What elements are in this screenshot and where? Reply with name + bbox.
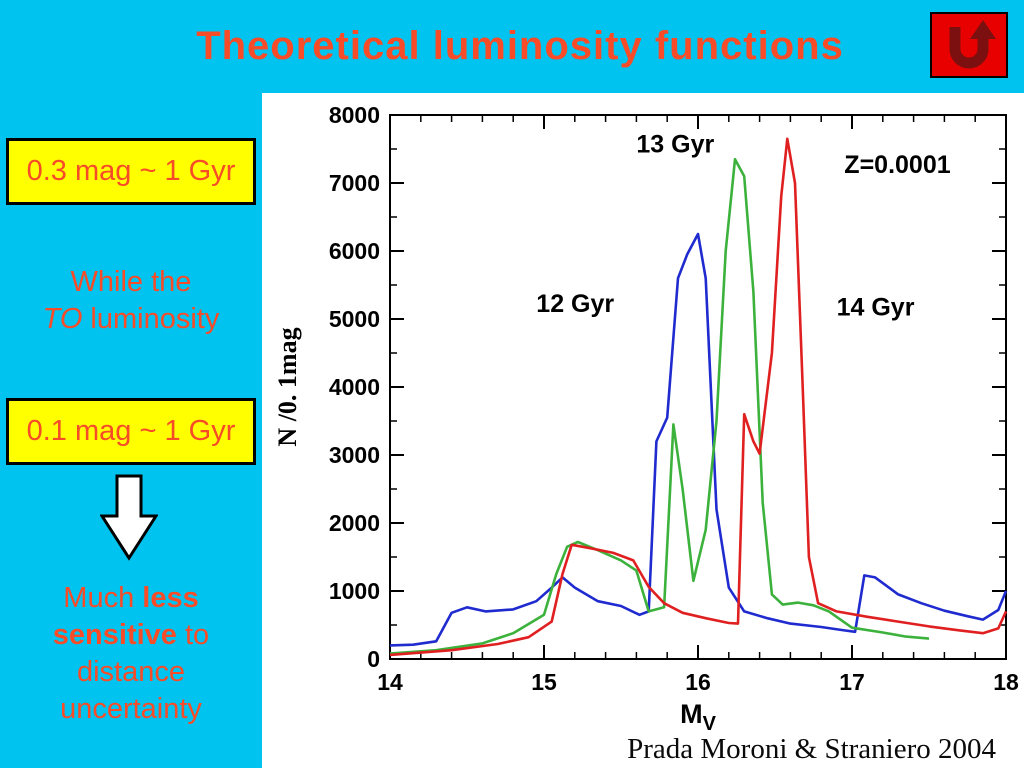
x-tick-label: 14 xyxy=(377,669,403,695)
while-text-line1: While the xyxy=(70,266,192,298)
y-tick-label: 7000 xyxy=(329,170,380,196)
y-tick-label: 0 xyxy=(367,646,380,672)
while-text: While the TO luminosity xyxy=(0,264,262,338)
x-tick-label: 17 xyxy=(839,669,865,695)
plot-frame xyxy=(389,114,1007,660)
y-tick-label: 8000 xyxy=(329,102,380,128)
y-axis-label: N /0. 1mag xyxy=(273,327,302,446)
series-line-14-gyr xyxy=(389,137,1008,657)
x-tick-label: 18 xyxy=(993,669,1019,695)
x-tick-label: 16 xyxy=(685,669,711,695)
u-turn-arrow-icon xyxy=(949,20,996,69)
y-tick-label: 4000 xyxy=(329,374,380,400)
luminosity-chart: 14 15 16 17 18 0 1000 2000 3000 4000 5000 6000 7000 8… xyxy=(273,102,1019,735)
annotation-14-gyr: 14 Gyr xyxy=(837,294,915,322)
y-tick-label: 2000 xyxy=(329,510,380,536)
annotation-13-gyr: 13 Gyr xyxy=(636,130,714,158)
x-axis-label: MV xyxy=(680,699,717,733)
y-tick-label: 3000 xyxy=(329,442,380,468)
while-text-rest: luminosity xyxy=(82,303,220,335)
y-tick-label: 6000 xyxy=(329,238,380,264)
series-line-13-gyr xyxy=(389,157,930,655)
callout-turnoff-age: 0.3 mag ~ 1 Gyr xyxy=(6,138,256,205)
x-tick-label: 15 xyxy=(531,669,557,695)
sensitivity-note-pre: Much xyxy=(63,582,143,614)
y-tick-label: 1000 xyxy=(329,578,380,604)
while-text-italic: TO xyxy=(42,303,83,335)
annotation-z-0-0001: Z=0.0001 xyxy=(844,151,950,179)
chart-panel: 14 15 16 17 18 0 1000 2000 3000 4000 5000 6000 7000 8… xyxy=(262,93,1024,768)
annotation-12-gyr: 12 Gyr xyxy=(536,290,614,318)
down-arrow-icon xyxy=(100,474,158,561)
return-button[interactable] xyxy=(930,12,1008,78)
left-annotations: 0.3 mag ~ 1 Gyr While the TO luminosity … xyxy=(0,0,262,768)
series-line-12-gyr xyxy=(389,232,1008,647)
sensitivity-note: Much less sensitive to distance uncertai… xyxy=(14,580,248,728)
y-tick-label: 5000 xyxy=(329,306,380,332)
sensitivity-note-post: to distance uncertainty xyxy=(60,619,210,725)
page-title: Theoretical luminosity functions xyxy=(196,24,844,68)
credit-text: Prada Moroni & Straniero 2004 xyxy=(627,733,996,765)
callout-lf-age: 0.1 mag ~ 1 Gyr xyxy=(6,398,256,465)
sensitivity-note-bold: less sensitive xyxy=(52,582,199,651)
